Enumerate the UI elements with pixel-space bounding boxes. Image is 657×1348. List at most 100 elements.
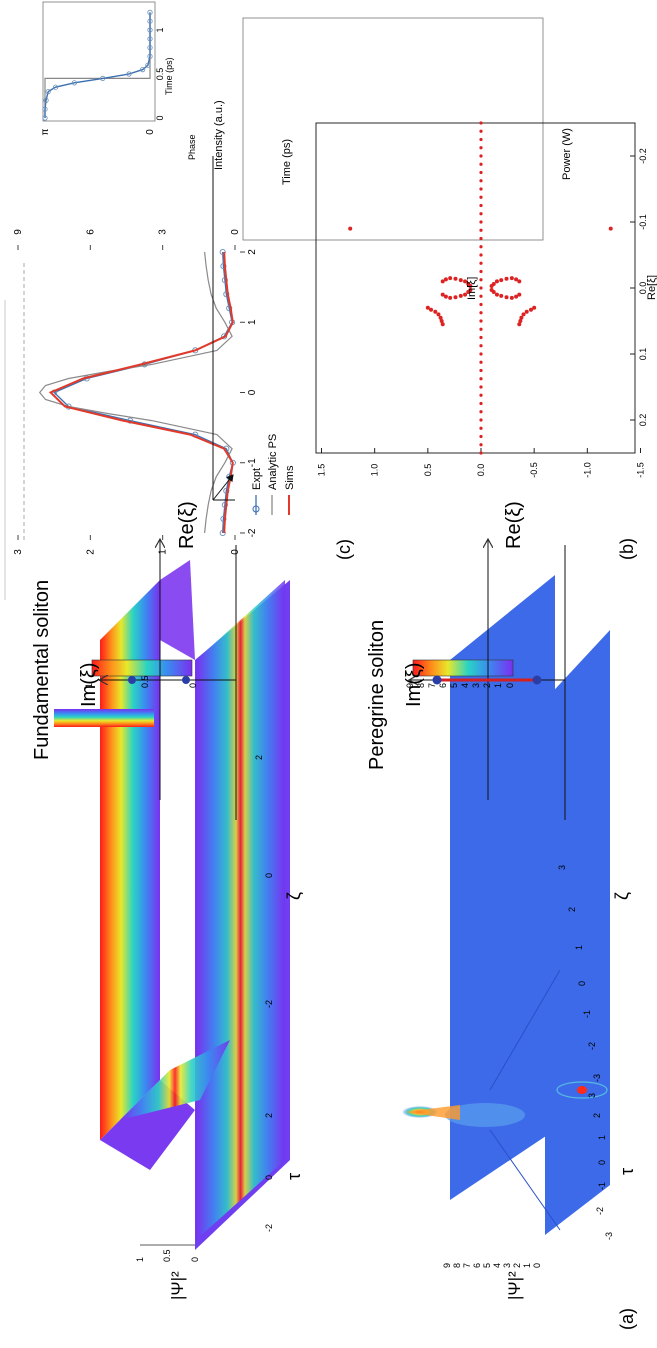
expt-point bbox=[220, 263, 227, 270]
real-axis-eigenvalue bbox=[479, 344, 483, 348]
fundamental-colorbar: 1 0.5 0 bbox=[54, 659, 198, 727]
inset-phase-point bbox=[147, 18, 153, 24]
time-x-tick-label: 0 bbox=[247, 389, 258, 395]
svg-text:1: 1 bbox=[493, 683, 503, 688]
eigenvalue-point bbox=[494, 279, 499, 284]
peregrine-surface bbox=[402, 575, 610, 1235]
time-x-tick-label-text: -1 bbox=[247, 458, 258, 467]
fundamental-z-axis: 0 0.5 1 |Ψ|² bbox=[135, 1244, 200, 1300]
real-axis-eigenvalue bbox=[479, 311, 483, 315]
inset-phase-point bbox=[52, 84, 59, 90]
svg-text:-2: -2 bbox=[264, 1224, 274, 1232]
svg-text:Re[ξ]: Re[ξ] bbox=[646, 275, 657, 300]
svg-text:(c): (c) bbox=[334, 539, 354, 560]
real-axis-eigenvalue bbox=[479, 401, 483, 406]
real-axis-eigenvalue bbox=[479, 352, 483, 356]
svg-text:2: 2 bbox=[264, 1113, 274, 1118]
eigenvalue-point bbox=[491, 289, 496, 294]
svg-text:(a): (a) bbox=[617, 1308, 637, 1330]
expt-point bbox=[221, 333, 228, 340]
inset-phase-curve bbox=[44, 12, 151, 118]
re-axis-label: Re(ξ) bbox=[503, 501, 525, 549]
spectrum-x-label: Re[ξ] bbox=[646, 275, 657, 300]
real-axis-eigenvalue bbox=[479, 170, 483, 175]
panel-label-b: (b) bbox=[617, 538, 637, 560]
intensity-tick-label: 6 bbox=[85, 229, 96, 235]
svg-text:1: 1 bbox=[522, 1263, 532, 1268]
eigenvalue-point bbox=[468, 284, 473, 289]
time-x-tick-label-text: 2 bbox=[247, 249, 258, 255]
power-y-label: Power (W) bbox=[561, 128, 573, 180]
expt-point bbox=[219, 529, 226, 537]
re-tick-label: -0.2 bbox=[638, 148, 648, 164]
phase-inset-frame bbox=[42, 1, 156, 122]
real-axis-eigenvalue bbox=[479, 269, 483, 274]
im-tick-label: -1.0 bbox=[582, 462, 592, 478]
eigenvalue-point bbox=[436, 312, 441, 317]
im-axis-label: Im(ξ) bbox=[78, 663, 100, 708]
power-x-label: Time (ps) bbox=[281, 139, 293, 185]
inset-phase-point bbox=[45, 89, 51, 95]
re-tick-label: 0.0 bbox=[638, 282, 648, 295]
peregrine-spectrum: Im(ξ) Re(ξ) bbox=[403, 501, 566, 820]
fundamental-z-tick: 0.5 bbox=[162, 1249, 172, 1262]
eigenvalue-point bbox=[440, 292, 445, 297]
peregrine-lower-plane bbox=[545, 630, 610, 1235]
svg-text:Power (W): Power (W) bbox=[561, 128, 573, 180]
eigenvalue-point bbox=[448, 295, 453, 300]
inset-phase-point bbox=[100, 75, 106, 82]
svg-text:8: 8 bbox=[452, 1263, 462, 1268]
tau-label: τ bbox=[284, 1173, 304, 1180]
svg-text:Intensity (a.u.): Intensity (a.u.) bbox=[213, 100, 225, 170]
time-x-tick-label: 2 bbox=[247, 249, 258, 255]
power-y-tick-label-text: 0 bbox=[230, 549, 241, 555]
inset-x-tick-label-text: 0.5 bbox=[155, 68, 165, 81]
im-tick-label: -1.5 bbox=[636, 462, 646, 478]
time-x-tick-label: 1 bbox=[247, 319, 258, 325]
real-axis-eigenvalue bbox=[479, 261, 483, 265]
eigenvalue-dot bbox=[128, 676, 136, 684]
real-axis-eigenvalue bbox=[479, 228, 483, 232]
svg-text:-3: -3 bbox=[592, 1074, 602, 1082]
svg-text:3: 3 bbox=[587, 1093, 597, 1098]
eigenvalue-point bbox=[466, 289, 471, 294]
eigenvalue-point bbox=[489, 284, 494, 289]
re-tick-label: 0.1 bbox=[638, 348, 648, 361]
real-axis-eigenvalue bbox=[479, 162, 483, 166]
peregrine-title: Peregrine soliton bbox=[366, 620, 388, 770]
eigenvalue-point bbox=[458, 278, 463, 283]
im-tick-label-text: -1.0 bbox=[582, 462, 592, 478]
svg-text:Re(ξ): Re(ξ) bbox=[176, 501, 198, 549]
svg-text:3: 3 bbox=[502, 1263, 512, 1268]
svg-text:7: 7 bbox=[462, 1263, 472, 1268]
expt-point bbox=[221, 501, 228, 508]
inset-phase-point bbox=[71, 80, 78, 86]
svg-text:1: 1 bbox=[574, 945, 584, 950]
panel-b-power-plot: 0 1 2 3 -2 -1 0 1 2 0 3 6 9 Time (ps) Power (W) Inte… bbox=[4, 1, 573, 600]
zeta-label: ζ bbox=[284, 892, 304, 900]
peregrine-zeta-label: ζ bbox=[612, 892, 632, 900]
real-axis-eigenvalue bbox=[479, 327, 483, 331]
svg-text:2: 2 bbox=[592, 1113, 602, 1118]
fundamental-title: Fundamental soliton bbox=[31, 580, 53, 760]
inset-x-tick-label-text: 1 bbox=[155, 27, 165, 32]
intensity-tick-label: 3 bbox=[158, 229, 169, 235]
real-axis-eigenvalue bbox=[479, 253, 483, 257]
svg-text:5: 5 bbox=[482, 1263, 492, 1268]
real-axis-eigenvalue bbox=[479, 129, 483, 133]
inset-pointer-arrow bbox=[212, 474, 234, 501]
eigenvalue-point bbox=[425, 305, 430, 310]
legend-analytic: Analytic PS bbox=[267, 434, 279, 490]
eigenvalue-point bbox=[518, 319, 523, 323]
eigenvalue-dot bbox=[532, 675, 542, 685]
real-axis-eigenvalue bbox=[479, 294, 483, 298]
real-axis-eigenvalue bbox=[479, 451, 483, 455]
svg-text:τ: τ bbox=[617, 1168, 637, 1175]
inset-x-tick-label: 0.5 bbox=[155, 68, 165, 81]
eigenvalue-point bbox=[439, 319, 444, 323]
series-line-expt bbox=[53, 251, 234, 534]
eigenvalue-point bbox=[429, 307, 434, 312]
im-tick-label-text: 1.5 bbox=[317, 464, 327, 477]
fundamental-z-tick: 1 bbox=[135, 1257, 145, 1262]
eigenvalue-point bbox=[433, 309, 438, 314]
